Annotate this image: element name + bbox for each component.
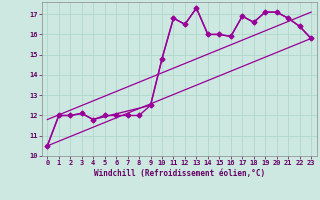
X-axis label: Windchill (Refroidissement éolien,°C): Windchill (Refroidissement éolien,°C) — [94, 169, 265, 178]
